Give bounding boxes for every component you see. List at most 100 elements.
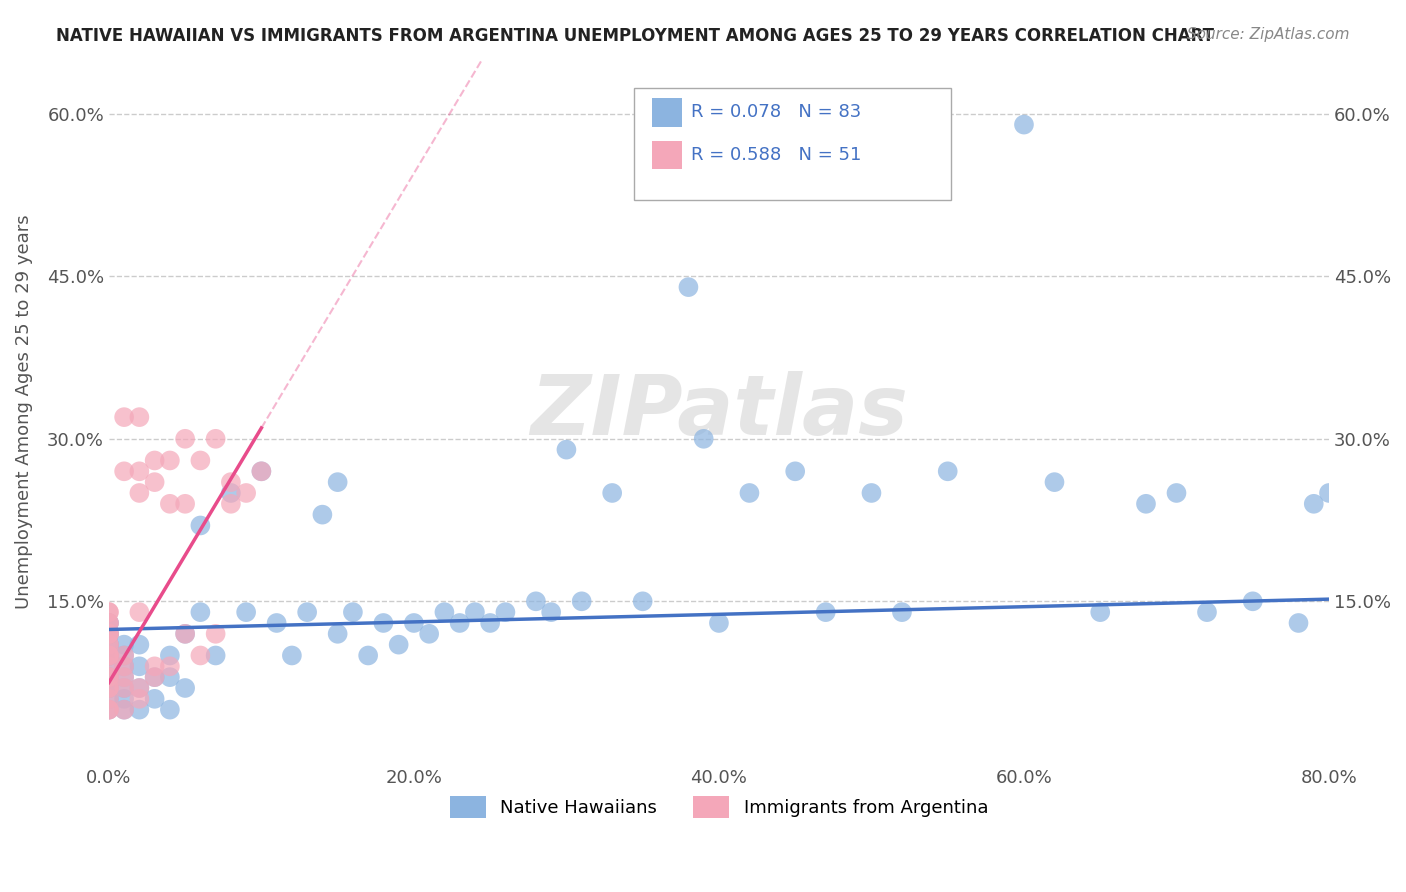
Point [159,453,181,467]
Point [97,659,120,673]
Point [738,486,761,500]
Point [97,670,120,684]
Point [524,594,547,608]
Point [128,703,150,717]
Point [1288,615,1310,630]
Point [97,681,120,695]
Point [97,615,120,630]
Point [159,648,181,663]
Point [326,627,349,641]
Point [692,432,714,446]
Point [112,648,135,663]
Point [97,615,120,630]
Point [174,432,197,446]
Point [1195,605,1218,619]
Point [128,659,150,673]
Legend: Native Hawaiians, Immigrants from Argentina: Native Hawaiians, Immigrants from Argent… [443,789,995,825]
Point [357,648,380,663]
Point [631,594,654,608]
Point [235,605,257,619]
Point [97,648,120,663]
Point [112,681,135,695]
Point [174,627,197,641]
Point [326,475,349,490]
Point [112,670,135,684]
Point [97,670,120,684]
Point [128,681,150,695]
Point [128,681,150,695]
FancyBboxPatch shape [652,141,682,169]
Point [159,670,181,684]
Point [1241,594,1264,608]
Point [97,615,120,630]
Point [571,594,593,608]
Point [97,627,120,641]
Point [97,659,120,673]
Point [174,497,197,511]
Point [97,648,120,663]
Point [97,691,120,706]
Point [785,464,807,478]
Point [174,681,197,695]
Point [1090,605,1112,619]
Point [600,486,623,500]
Point [97,703,120,717]
Point [219,475,242,490]
Point [891,605,914,619]
Point [143,691,166,706]
Point [266,615,288,630]
Point [112,670,135,684]
Point [112,703,135,717]
Point [1317,486,1340,500]
Point [295,605,318,619]
Text: R = 0.078   N = 83: R = 0.078 N = 83 [690,103,860,121]
Point [1012,118,1035,132]
Point [97,648,120,663]
Point [494,605,516,619]
Point [311,508,333,522]
Point [159,659,181,673]
Point [112,659,135,673]
Point [97,703,120,717]
Point [1043,475,1066,490]
Point [112,648,135,663]
Point [128,691,150,706]
Point [97,605,120,619]
Point [97,627,120,641]
Point [388,638,411,652]
Point [936,464,959,478]
Point [112,638,135,652]
Text: R = 0.588   N = 51: R = 0.588 N = 51 [690,145,862,163]
Point [1135,497,1157,511]
Point [97,615,120,630]
Point [97,691,120,706]
Point [143,670,166,684]
Point [128,464,150,478]
Point [97,670,120,684]
Point [97,703,120,717]
Text: ZIPatlas: ZIPatlas [530,371,908,452]
Point [678,280,700,294]
Point [219,486,242,500]
Point [433,605,456,619]
Point [449,615,471,630]
FancyBboxPatch shape [652,98,682,127]
Point [128,410,150,425]
Point [204,648,226,663]
FancyBboxPatch shape [634,87,950,201]
Point [1166,486,1188,500]
Point [281,648,304,663]
Point [814,605,837,619]
Point [97,638,120,652]
Point [174,627,197,641]
Point [97,681,120,695]
Point [143,453,166,467]
Point [190,605,212,619]
Point [97,627,120,641]
Point [112,410,135,425]
Point [373,615,395,630]
Y-axis label: Unemployment Among Ages 25 to 29 years: Unemployment Among Ages 25 to 29 years [15,214,32,609]
Point [342,605,364,619]
Point [97,681,120,695]
Point [128,605,150,619]
